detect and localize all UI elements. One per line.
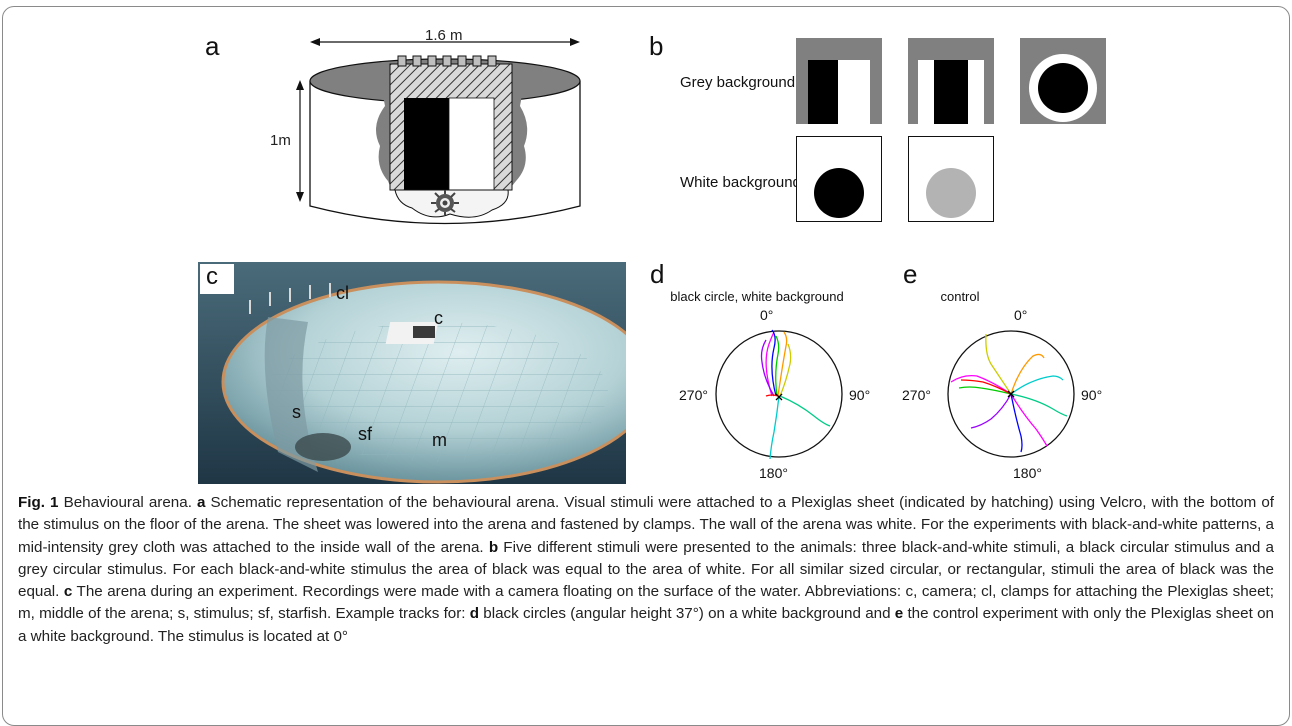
photo-label-clamps: cl [336, 283, 349, 303]
plot-d-deg-180: 180° [759, 465, 788, 481]
plot-d-deg-90: 90° [849, 387, 871, 403]
caption-a-label: a [197, 494, 206, 511]
grey-background-label: Grey background [680, 74, 796, 91]
caption-fig-label: Fig. 1 [18, 494, 59, 511]
caption-e-label: e [894, 605, 904, 623]
caption-a-text: Schematic representation of the behaviou… [18, 494, 1275, 556]
polar-plot-d [715, 329, 843, 460]
photo-label-middle: m [432, 430, 447, 450]
plot-e-deg-90: 90° [1081, 387, 1103, 403]
plot-e-deg-180: 180° [1013, 465, 1042, 481]
clamps [397, 55, 497, 67]
panel-label-e: e [903, 259, 918, 289]
plot-d-deg-270: 270° [679, 387, 708, 403]
arena-photo [198, 262, 626, 484]
plot-e-deg-0: 0° [1014, 307, 1028, 323]
panel-label-b: b [649, 31, 664, 61]
photo-label-starfish: sf [358, 424, 373, 444]
stimulus-grey-black-left [796, 38, 882, 124]
panel-label-c: c [206, 263, 218, 290]
stimulus-white-black-circle [796, 136, 882, 222]
photo-label-stimulus: s [292, 402, 301, 422]
figure-caption: Fig. 1 Behavioural arena. a Schematic re… [18, 492, 1274, 648]
photo-label-camera: c [434, 308, 443, 328]
arena-height-label: 1m [270, 132, 291, 149]
caption-e-text: the control experiment with only the Ple… [18, 605, 1274, 645]
plot-d-title: black circle, white background [670, 289, 844, 304]
caption-c-text: The arena during an experiment. Recordin… [18, 583, 1274, 623]
caption-b-text: Five different stimuli were presented to… [18, 538, 1274, 601]
caption-d-text: black circles (angular height 37°) on a … [479, 605, 895, 623]
panel-label-a: a [205, 31, 220, 61]
arena-width-label: 1.6 m [425, 27, 463, 44]
white-background-label: White background [680, 174, 801, 191]
stimulus-grey-striped [908, 38, 994, 124]
caption-b-label: b [488, 538, 499, 556]
plot-e-deg-270: 270° [902, 387, 931, 403]
starfish-icon [431, 190, 459, 215]
stimulus-white-grey-circle [908, 136, 994, 222]
stimulus-grey-ring [1020, 38, 1106, 124]
plot-e-title: control [940, 289, 980, 304]
plot-d-deg-0: 0° [760, 307, 774, 323]
caption-title: Behavioural arena. [58, 494, 197, 511]
caption-c-label: c [63, 583, 73, 601]
caption-d-label: d [469, 605, 480, 623]
panel-label-d: d [650, 259, 665, 289]
arena-schematic [296, 38, 581, 225]
polar-plot-e [947, 330, 1075, 458]
